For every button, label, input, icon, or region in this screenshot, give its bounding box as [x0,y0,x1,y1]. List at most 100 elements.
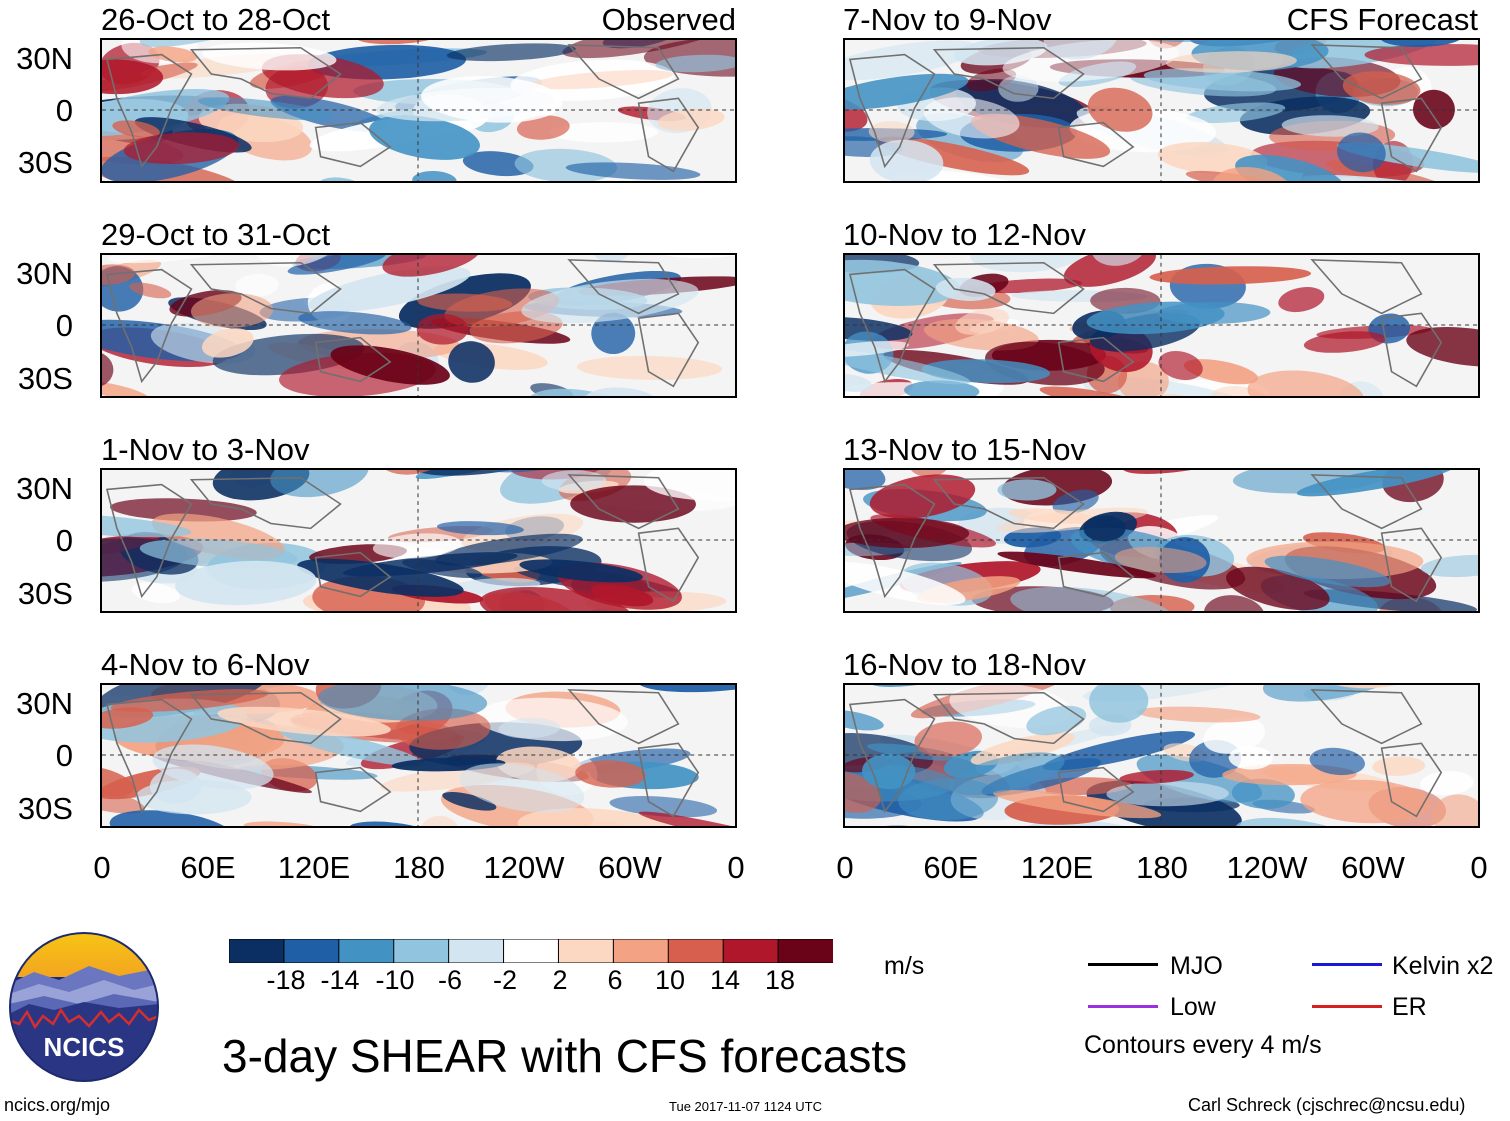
shear-blob [369,115,480,160]
logo-text: NCICS [44,1032,125,1062]
shear-blob [498,718,561,739]
coastline [932,261,1085,315]
lat-label: 30N [16,471,73,506]
colorbar-swatch [448,938,505,964]
shear-field [102,470,735,611]
shear-blob [1342,71,1421,105]
panel-1-tag: Observed [601,2,736,37]
shear-blob [924,318,1039,351]
coastline [1057,336,1135,383]
panel-3-map [100,468,737,613]
shear-blob [1212,167,1295,181]
lat-label: 30S [17,576,73,611]
shear-blob [349,821,427,826]
shear-blob [609,796,718,818]
shear-blob [845,771,882,813]
lon-label: 0 [727,850,745,885]
colorbar [228,938,835,964]
shear-blob [1136,706,1261,723]
colorbar-swatch [777,938,835,964]
lon-label: 120W [483,850,565,885]
colorbar-label: -6 [437,965,462,995]
footer-site[interactable]: ncics.org/mjo [4,1095,111,1115]
shear-blob [1010,586,1172,611]
panel-3-title: 1-Nov to 3-Nov [101,432,310,467]
shear-blob [197,97,335,121]
shear-blob [845,73,969,110]
coastline [932,476,1085,530]
panel-2-title: 29-Oct to 31-Oct [101,217,331,252]
coastline [1057,121,1135,168]
shear-blob [1420,554,1478,578]
kelvin-line [1312,963,1382,966]
lon-label: 120W [1226,850,1308,885]
shear-blob [1039,386,1157,396]
colorbar-swatch [503,938,560,964]
lon-label: 120E [1020,850,1094,885]
coastline [1057,766,1135,813]
shear-blob [1432,794,1478,826]
shear-blob [217,706,391,737]
shear-field [845,40,1478,181]
lon-label: 60W [598,850,662,885]
shear-blob [1203,716,1266,754]
colorbar-swatch [283,938,340,964]
colorbar-swatch [612,938,670,964]
shear-blob [448,341,495,383]
footer-author: Carl Schreck (cjschrec@ncsu.edu) [1188,1095,1466,1115]
coastline [637,742,700,818]
shear-blob [1228,746,1273,770]
colorbar-swatch [393,938,450,964]
panel-1-map [100,38,737,183]
shear-blob [243,821,332,826]
shear-blob [297,558,464,597]
shear-blob [108,255,242,264]
shear-blob [129,282,172,299]
coastline [1310,259,1423,315]
coastline [1310,474,1423,530]
shear-blob [1300,779,1432,824]
shear-blob [1166,51,1297,73]
shear-field [845,685,1478,826]
colorbar-label: 18 [764,965,796,995]
coastline [314,766,392,813]
coastline [1380,97,1443,173]
lat-label: 0 [55,308,73,343]
coastline [105,698,193,814]
coastline [1057,551,1135,598]
shear-blob [914,721,982,757]
coastline [1380,742,1443,818]
shear-blob [1186,102,1286,124]
shear-blob [1303,331,1386,353]
shear-blob [997,479,1057,501]
lat-label: 0 [55,738,73,773]
shear-blob [845,349,971,385]
shear-blob [1247,370,1365,396]
shear-blob [419,815,461,826]
coastline [105,268,193,384]
shear-field [845,255,1478,396]
shear-blob [845,341,909,357]
shear-blob [657,108,725,131]
shear-blob [1091,255,1146,266]
shear-blob [446,43,576,62]
shear-blob [949,752,1065,796]
shear-blob [1083,515,1126,542]
shear-blob [997,551,1157,579]
shear-blob [318,685,488,721]
shear-blob [462,151,534,177]
shear-blob [1086,301,1225,335]
coastline [1310,44,1423,100]
shear-blob [102,59,164,95]
shear-blob [869,139,944,181]
shear-blob [1114,546,1207,573]
low-line [1088,1005,1158,1008]
shear-blob [1278,286,1325,313]
figure-title: 3-day SHEAR with CFS forecasts [222,1030,908,1082]
shear-field [102,685,735,826]
shear-blob [1281,115,1379,137]
colorbar-label: 14 [709,965,741,995]
coastline [1380,527,1443,603]
coastline [314,121,392,168]
coastline [637,97,700,173]
